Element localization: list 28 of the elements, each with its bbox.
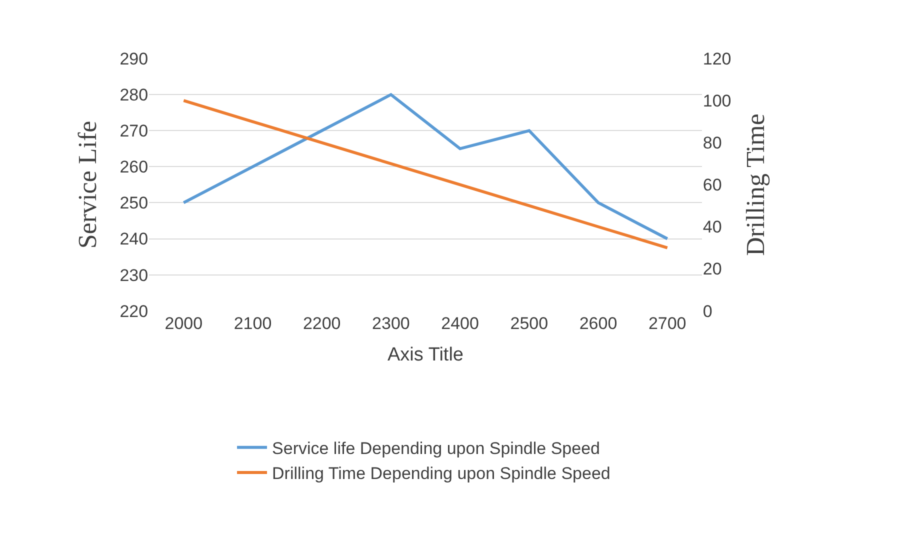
x-tick-label: 2100 bbox=[234, 314, 272, 333]
y2-tick-label: 20 bbox=[702, 260, 722, 279]
y-tick-label: 260 bbox=[120, 158, 148, 177]
y2-tick-label: 40 bbox=[702, 218, 722, 237]
y-tick-label: 240 bbox=[120, 230, 148, 249]
x-tick-label: 2200 bbox=[302, 314, 341, 333]
y2-axis-title: Drilling Time bbox=[740, 114, 770, 256]
x-axis-title: Axis Title bbox=[387, 344, 464, 366]
y-tick-label: 270 bbox=[120, 122, 148, 141]
y2-tick-label: 120 bbox=[702, 50, 732, 69]
y2-tick-label: 60 bbox=[702, 176, 722, 195]
y-tick-label: 230 bbox=[120, 266, 148, 285]
y2-tick-label: 0 bbox=[702, 302, 712, 321]
legend-label: Drilling Time Depending upon Spindle Speed bbox=[272, 464, 610, 484]
y-tick-label: 220 bbox=[120, 302, 148, 321]
x-tick-label: 2700 bbox=[648, 314, 686, 333]
y2-tick-label: 80 bbox=[702, 134, 722, 153]
y-tick-label: 290 bbox=[120, 50, 148, 69]
x-tick-label: 2000 bbox=[164, 314, 203, 333]
y-tick-label: 250 bbox=[120, 194, 148, 213]
y2-tick-label: 100 bbox=[702, 92, 732, 111]
legend-label: Service life Depending upon Spindle Speed bbox=[272, 439, 600, 458]
x-tick-label: 2600 bbox=[579, 314, 618, 333]
x-tick-label: 2300 bbox=[372, 314, 410, 333]
y-tick-label: 280 bbox=[120, 86, 148, 105]
x-tick-label: 2400 bbox=[441, 314, 479, 333]
y-axis-title: Service Life bbox=[73, 120, 102, 249]
x-tick-label: 2500 bbox=[510, 314, 548, 333]
